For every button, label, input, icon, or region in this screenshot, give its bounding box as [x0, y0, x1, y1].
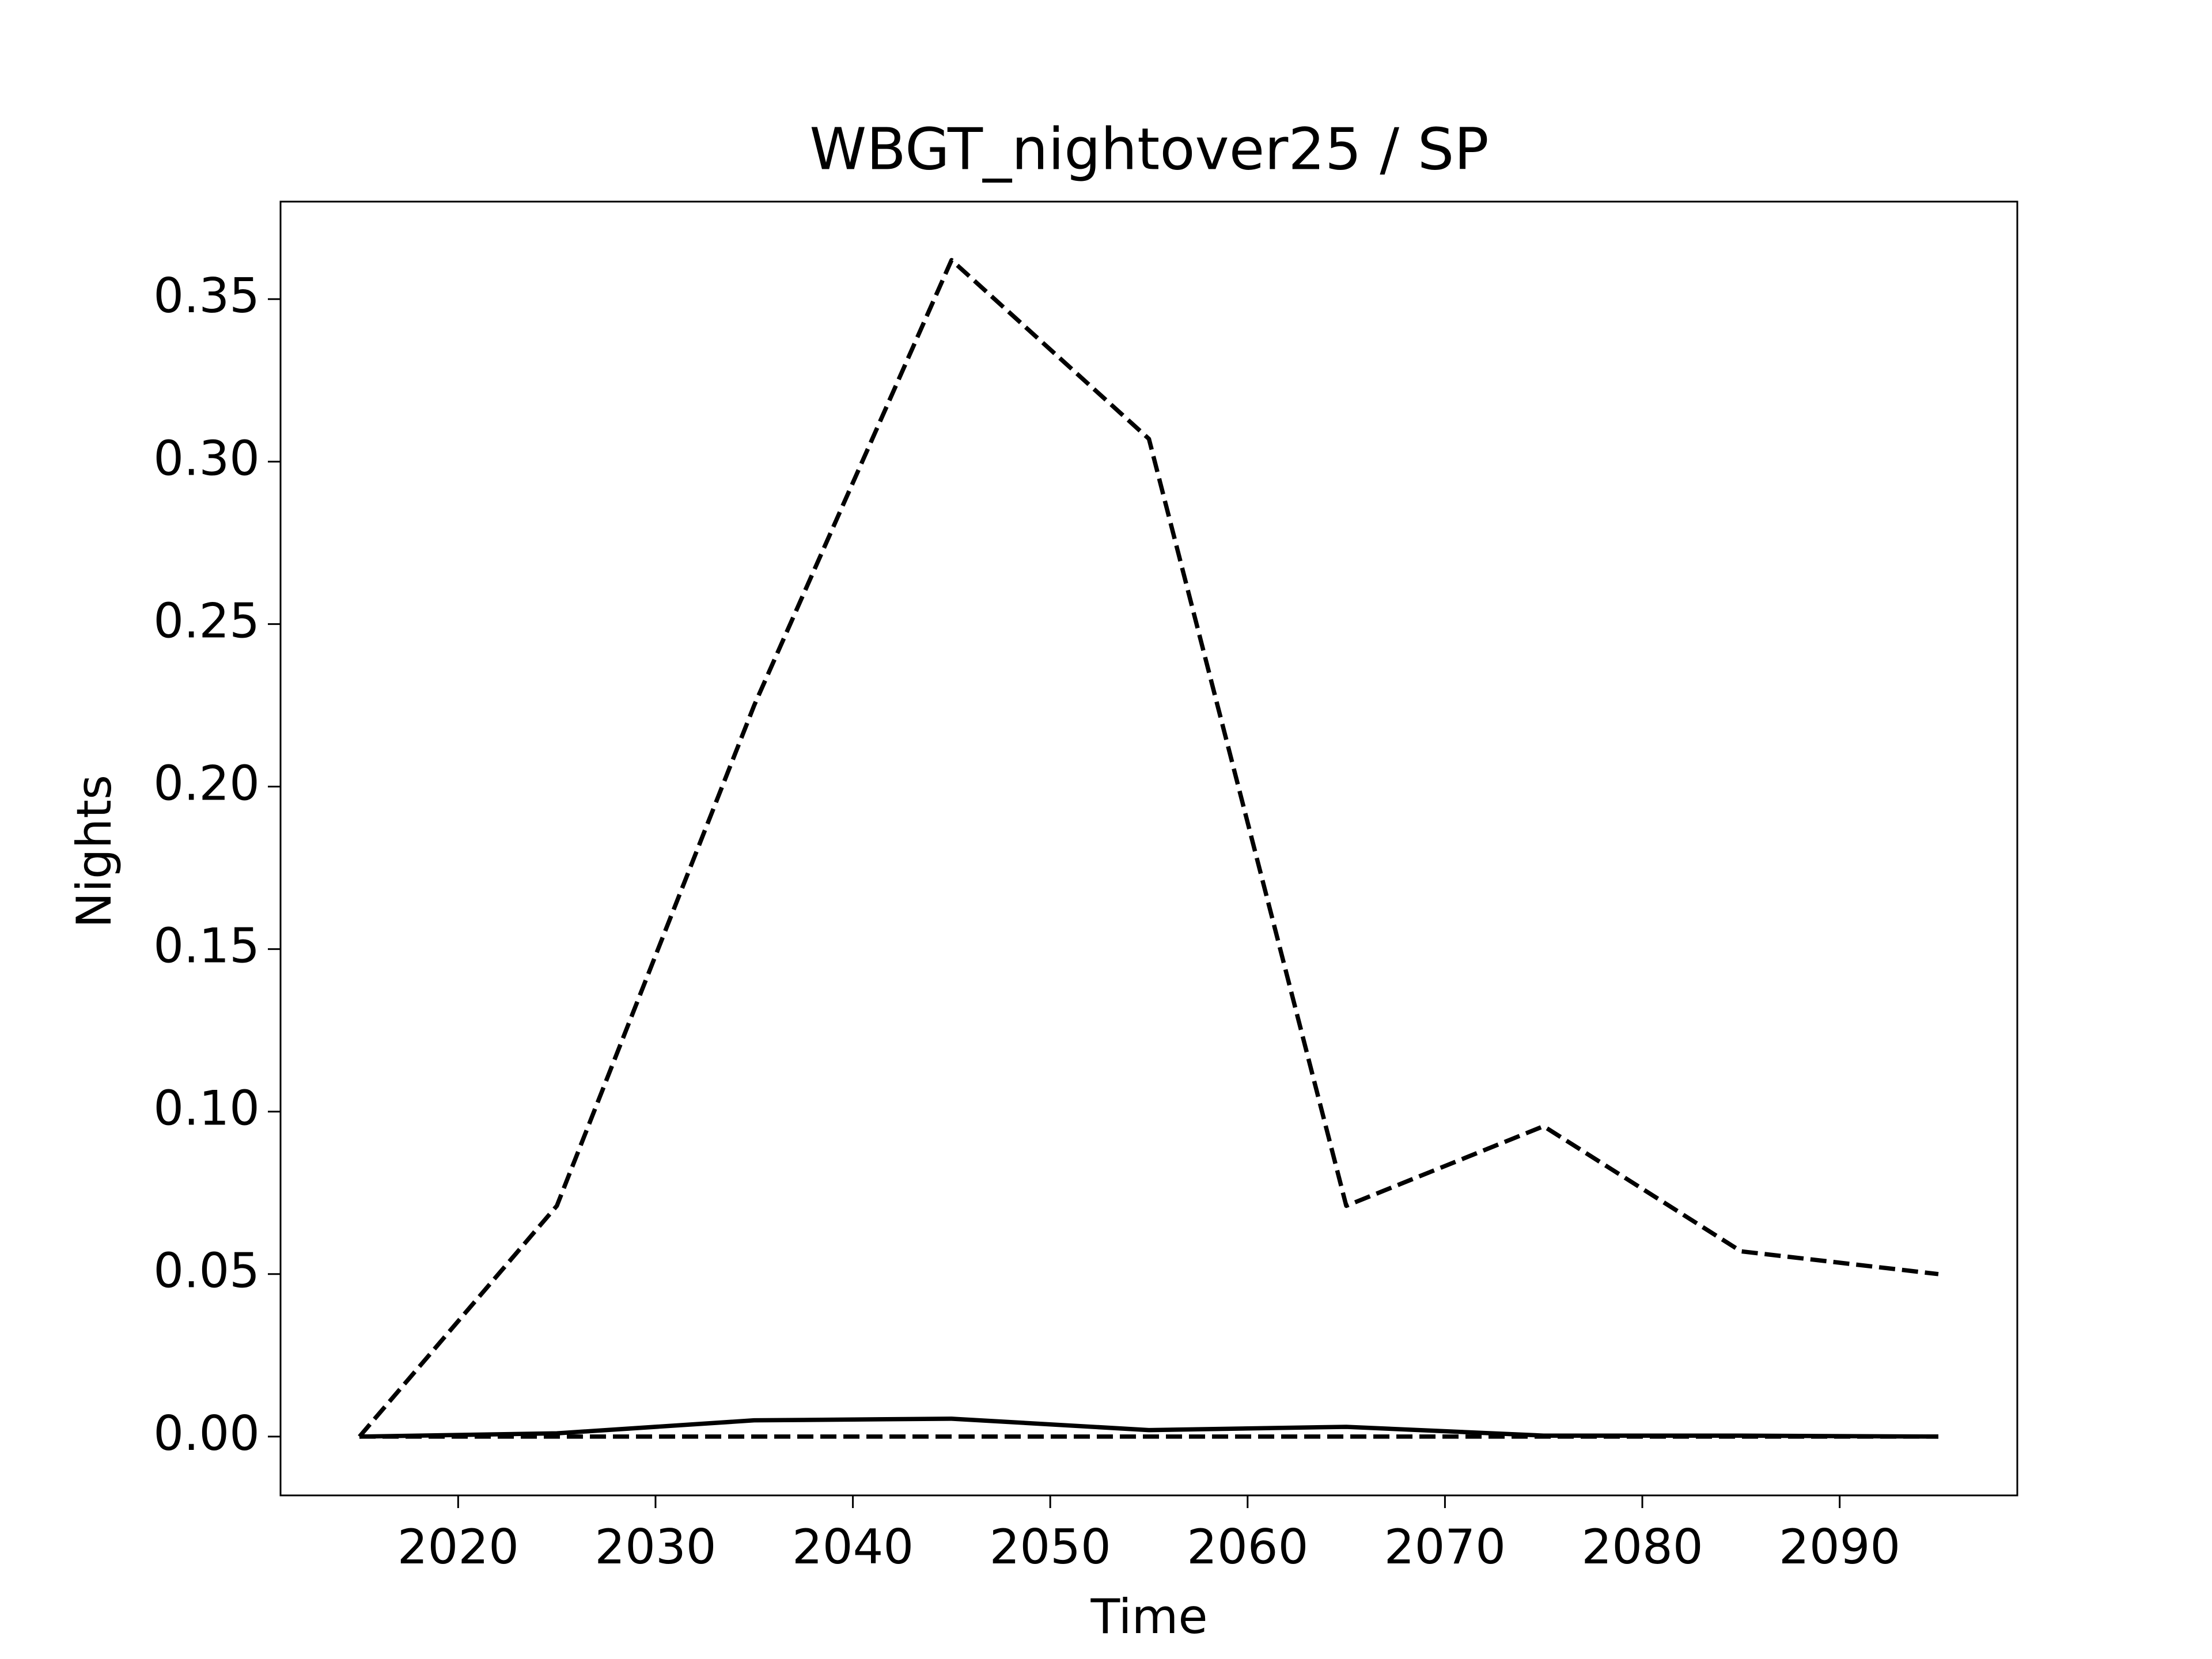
- y-tick-label: 0.00: [153, 1406, 260, 1461]
- chart-title: WBGT_nightover25 / SP: [809, 115, 1488, 183]
- y-tick-label: 0.25: [153, 593, 260, 649]
- y-tick-label: 0.30: [153, 430, 260, 486]
- y-axis-label: Nights: [66, 775, 122, 928]
- y-tick-label: 0.35: [153, 268, 260, 324]
- line-series: [358, 257, 1939, 1438]
- x-tick-label: 2030: [594, 1519, 716, 1575]
- x-tick-label: 2040: [792, 1519, 914, 1575]
- x-tick-label: 2070: [1384, 1519, 1506, 1575]
- x-tick-label: 2090: [1779, 1519, 1900, 1575]
- x-axis-label: Time: [1090, 1589, 1207, 1645]
- plot-frame: [279, 200, 2018, 1497]
- y-tick-label: 0.10: [153, 1081, 260, 1137]
- y-tick-label: 0.15: [153, 918, 260, 974]
- x-tick-label: 2050: [990, 1519, 1111, 1575]
- x-tick-label: 2080: [1581, 1519, 1703, 1575]
- x-tick-label: 2060: [1187, 1519, 1308, 1575]
- y-tick-label: 0.05: [153, 1243, 260, 1299]
- x-tick-label: 2020: [397, 1519, 519, 1575]
- y-tick-label: 0.20: [153, 755, 260, 811]
